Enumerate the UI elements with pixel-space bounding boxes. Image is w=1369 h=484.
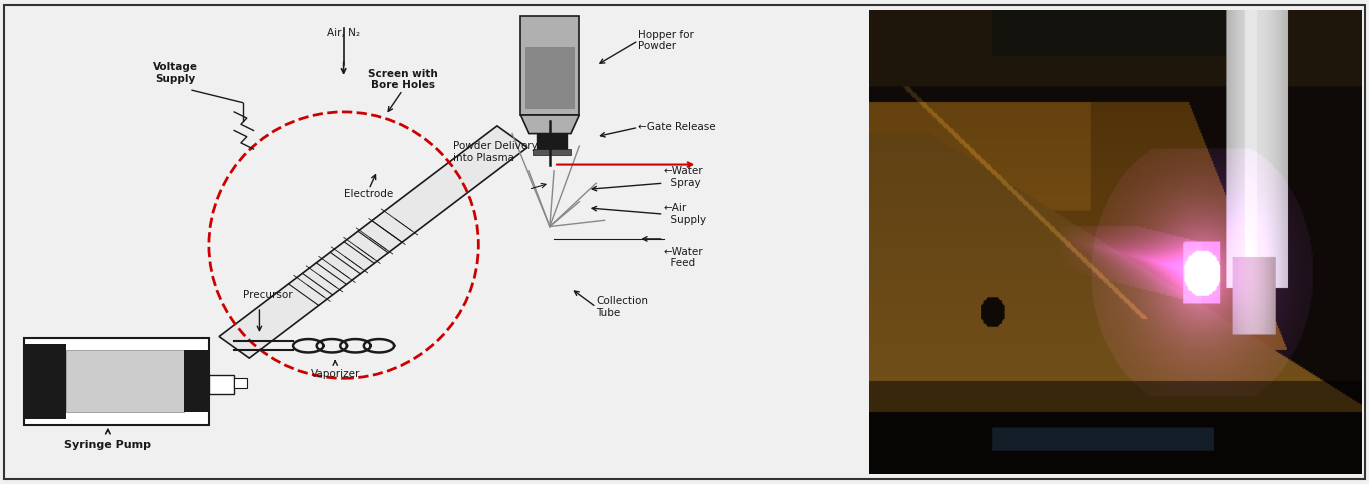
Bar <box>23 338 209 425</box>
Bar <box>537 134 567 152</box>
Text: Voltage
Supply: Voltage Supply <box>153 62 197 84</box>
Text: Air, N₂: Air, N₂ <box>327 28 360 38</box>
Text: ←Water
  Feed: ←Water Feed <box>664 247 704 268</box>
Text: ←Water
  Spray: ←Water Spray <box>664 166 704 188</box>
Text: Screen with
Bore Holes: Screen with Bore Holes <box>368 69 438 90</box>
Text: Precursor: Precursor <box>242 289 292 300</box>
Bar <box>520 16 579 115</box>
Bar <box>533 149 571 155</box>
Bar <box>209 375 234 394</box>
Bar <box>524 47 575 109</box>
Text: Electrode: Electrode <box>344 189 393 199</box>
Text: Powder Delivery
into Plasma: Powder Delivery into Plasma <box>453 141 538 163</box>
Bar <box>66 350 183 412</box>
Bar <box>183 350 209 412</box>
Text: ←Air
  Supply: ←Air Supply <box>664 203 705 225</box>
Polygon shape <box>219 126 527 358</box>
Bar <box>23 344 66 419</box>
Text: ←Gate Release: ←Gate Release <box>638 122 716 133</box>
Text: Collection
Tube: Collection Tube <box>597 296 648 318</box>
Text: Hopper for
Powder: Hopper for Powder <box>638 30 694 51</box>
Bar <box>234 378 246 388</box>
Text: Vaporizer: Vaporizer <box>311 369 360 379</box>
Text: Syringe Pump: Syringe Pump <box>64 440 152 450</box>
Polygon shape <box>520 115 579 134</box>
